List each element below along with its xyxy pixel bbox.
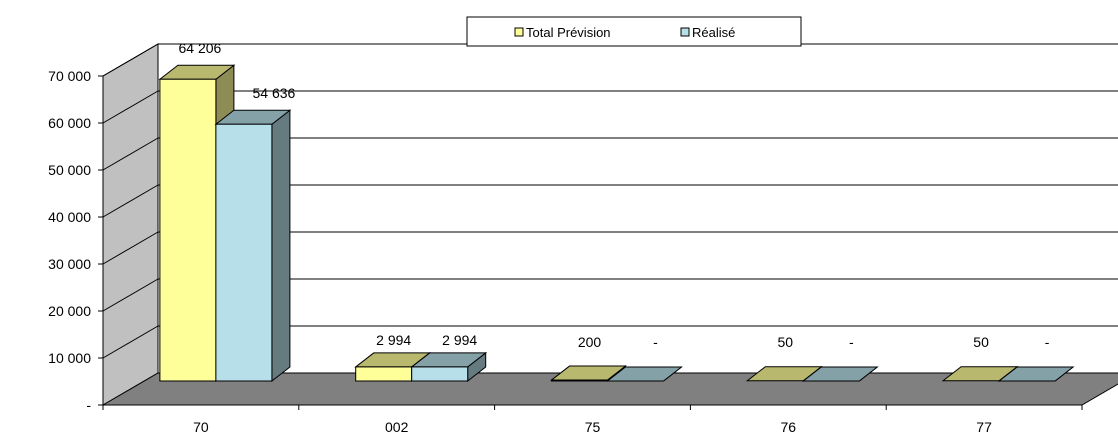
x-tick-label: 002	[385, 419, 409, 435]
bar-side	[271, 109, 291, 383]
bar-front	[551, 379, 608, 382]
data-label: 54 636	[252, 85, 295, 101]
gridlines	[102, 43, 1118, 359]
gridline-side	[102, 184, 159, 218]
gridline-side	[102, 231, 159, 265]
data-label: -	[849, 334, 854, 350]
side-wall	[102, 43, 159, 406]
bar-front	[411, 366, 469, 382]
data-labels: 64 206 54 636 2 994 2 994 200 - 50 - 50 -	[178, 40, 1049, 350]
legend: Total Prévision Réalisé	[466, 16, 802, 47]
data-label: 2 994	[442, 332, 477, 348]
y-tick-label: 60 000	[48, 115, 91, 131]
back-wall	[157, 43, 1118, 374]
data-label: 200	[578, 334, 602, 350]
bar	[410, 351, 488, 383]
legend-label-total-prevision: Total Prévision	[526, 25, 611, 40]
data-label: 2 994	[376, 332, 411, 348]
legend-label-realise: Réalisé	[692, 25, 735, 40]
bar	[214, 109, 292, 383]
bar-front	[159, 78, 217, 382]
bar-top	[801, 366, 879, 382]
y-tick-label: 50 000	[48, 162, 91, 178]
data-label: 50	[778, 334, 794, 350]
legend-swatch-realise	[680, 27, 690, 37]
bar-top	[997, 366, 1075, 382]
x-axis: 70 002 75 76 77	[102, 404, 1083, 435]
x-tick-label: 77	[976, 419, 992, 435]
gridline-side	[102, 90, 159, 124]
y-tick-label: 10 000	[48, 350, 91, 366]
bar-front	[215, 123, 273, 382]
gridline-side	[102, 278, 159, 312]
y-tick-label: 40 000	[48, 209, 91, 225]
x-tick-label: 70	[193, 419, 209, 435]
x-tick-label: 76	[781, 419, 797, 435]
y-tick-label: -	[86, 397, 91, 413]
data-label: 64 206	[178, 40, 221, 56]
bar	[550, 365, 627, 383]
y-tick-label: 20 000	[48, 303, 91, 319]
gridline-side	[102, 137, 159, 171]
data-label: 50	[973, 334, 989, 350]
x-tick-label: 75	[585, 419, 601, 435]
bar	[997, 366, 1075, 382]
y-tick-label: 70 000	[48, 68, 91, 84]
bar-top	[606, 366, 683, 382]
y-tick-label: 30 000	[48, 256, 91, 272]
data-label: -	[653, 334, 658, 350]
bar	[606, 366, 683, 382]
gridline-side	[102, 43, 159, 77]
legend-swatch-total-prevision	[514, 27, 524, 37]
chart-walls	[101, 43, 1118, 406]
gridline-side	[102, 325, 159, 359]
bar	[801, 366, 879, 382]
data-label: -	[1045, 334, 1050, 350]
bars	[158, 64, 1075, 383]
y-axis: - 10 000 20 000 30 000 40 000 50 000 60 000 70 …	[48, 68, 104, 413]
bar-front	[355, 366, 413, 382]
